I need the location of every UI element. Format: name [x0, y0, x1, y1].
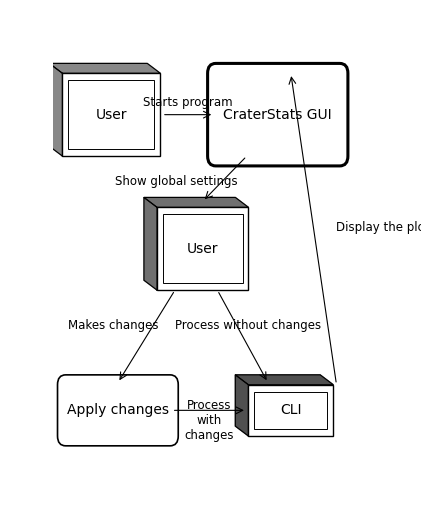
- Text: CLI: CLI: [280, 403, 301, 417]
- Text: Display the plot: Display the plot: [336, 221, 421, 233]
- FancyBboxPatch shape: [157, 207, 248, 290]
- Text: User: User: [96, 108, 127, 122]
- Polygon shape: [144, 198, 248, 207]
- Text: Show global settings: Show global settings: [115, 175, 238, 188]
- FancyBboxPatch shape: [248, 385, 333, 436]
- FancyBboxPatch shape: [68, 80, 155, 149]
- Text: Makes changes: Makes changes: [68, 319, 158, 332]
- Polygon shape: [235, 375, 248, 436]
- Text: Starts program: Starts program: [143, 96, 233, 110]
- Text: Process without changes: Process without changes: [175, 319, 322, 332]
- Polygon shape: [235, 375, 333, 385]
- FancyBboxPatch shape: [254, 392, 328, 429]
- FancyBboxPatch shape: [58, 375, 178, 446]
- Text: CraterStats GUI: CraterStats GUI: [224, 108, 332, 122]
- FancyBboxPatch shape: [208, 63, 348, 166]
- Text: Process
with
changes: Process with changes: [184, 399, 234, 442]
- Text: Apply changes: Apply changes: [67, 403, 169, 417]
- Polygon shape: [49, 63, 160, 73]
- FancyBboxPatch shape: [62, 73, 160, 156]
- Text: User: User: [187, 242, 218, 255]
- Polygon shape: [49, 63, 62, 156]
- Polygon shape: [144, 198, 157, 290]
- FancyBboxPatch shape: [163, 215, 242, 283]
